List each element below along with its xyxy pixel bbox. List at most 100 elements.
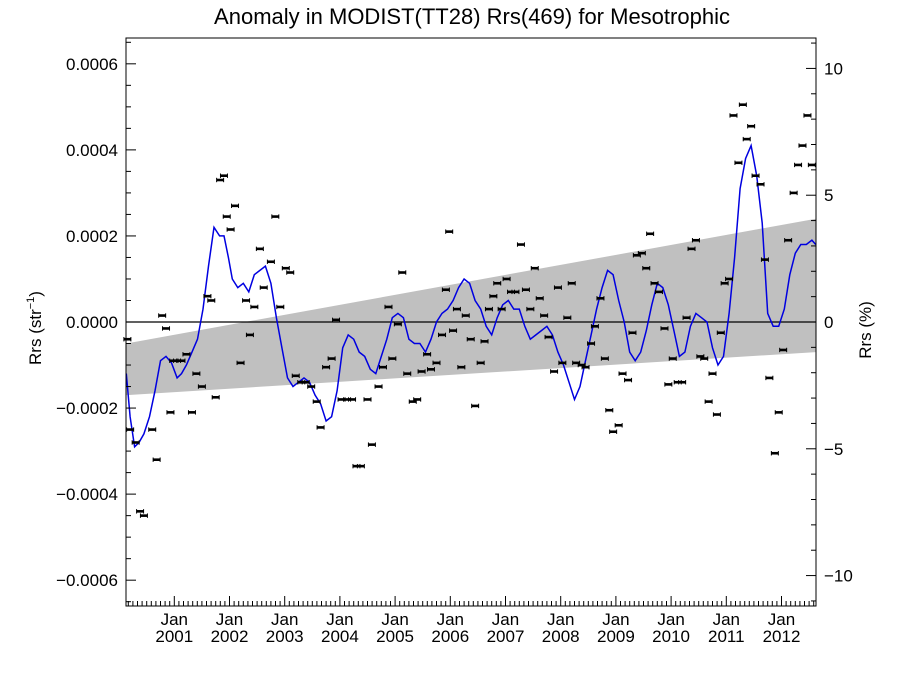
monthly-point-mark (207, 299, 215, 302)
monthly-point (438, 332, 447, 338)
y-right-tick-label: 0 (824, 313, 833, 332)
monthly-point-mark (669, 357, 677, 360)
monthly-point-mark (717, 331, 725, 335)
monthly-point (618, 371, 627, 376)
y-tick-label: 0.0006 (66, 55, 118, 74)
monthly-point-mark (250, 305, 258, 309)
monthly-point (152, 457, 161, 462)
monthly-point-mark (423, 352, 431, 356)
monthly-point-mark (646, 232, 654, 236)
monthly-point-mark (231, 204, 239, 208)
monthly-point-mark (445, 230, 453, 233)
monthly-point-mark (713, 413, 721, 416)
monthly-point (756, 182, 765, 187)
monthly-point-mark (628, 331, 636, 335)
monthly-point (516, 242, 525, 247)
monthly-point-mark (177, 359, 185, 363)
monthly-point (203, 293, 212, 299)
monthly-point-mark (433, 361, 440, 365)
monthly-point-mark (317, 426, 325, 429)
monthly-point (526, 306, 535, 312)
monthly-point-mark (688, 247, 696, 251)
y-axis-label-exponent: −1 (25, 297, 37, 310)
monthly-point (417, 369, 426, 374)
monthly-point-mark (267, 260, 275, 264)
monthly-point (245, 332, 254, 338)
x-tick-label-month: Jan (492, 610, 519, 629)
monthly-point-mark (775, 411, 783, 414)
monthly-point-mark (563, 316, 571, 319)
monthly-point (445, 229, 454, 234)
monthly-point-mark (438, 333, 446, 337)
y-right-tick-label: −5 (824, 440, 843, 459)
x-tick-label-year: 2011 (708, 627, 745, 646)
x-tick-label-month: Jan (602, 610, 629, 629)
monthly-point (432, 360, 441, 366)
monthly-point-mark (242, 299, 250, 302)
monthly-point (457, 364, 466, 370)
monthly-point (356, 463, 365, 469)
monthly-point (236, 360, 245, 366)
monthly-point (286, 270, 295, 275)
monthly-point-mark (188, 411, 196, 414)
x-tick-label-year: 2003 (266, 627, 304, 646)
monthly-point-mark (271, 215, 279, 218)
monthly-point (484, 306, 493, 312)
monthly-point (530, 266, 539, 271)
confidence-band (126, 218, 816, 396)
monthly-point (700, 356, 709, 361)
monthly-point (497, 306, 506, 312)
monthly-point-mark (517, 243, 525, 246)
monthly-point (803, 113, 812, 118)
monthly-point (720, 281, 729, 286)
monthly-point (682, 315, 691, 320)
monthly-point-mark (322, 365, 330, 369)
monthly-point (550, 369, 559, 374)
x-tick-label-month: Jan (326, 610, 353, 629)
monthly-point (162, 326, 171, 331)
monthly-point-mark (148, 428, 156, 431)
monthly-point-mark (531, 266, 539, 270)
monthly-point (563, 315, 572, 320)
monthly-point-mark (642, 266, 650, 270)
monthly-point-mark (223, 215, 231, 218)
monthly-point-mark (721, 281, 729, 285)
monthly-point (374, 384, 383, 389)
monthly-point-mark (752, 174, 760, 177)
monthly-point-mark (638, 251, 646, 255)
monthly-point (348, 397, 357, 402)
monthly-point-mark (558, 361, 566, 365)
monthly-point (590, 324, 599, 329)
monthly-point (765, 375, 774, 381)
monthly-point (327, 356, 336, 361)
monthly-point (403, 371, 412, 376)
monthly-point (553, 285, 562, 290)
y-axis-label-close: ) (26, 291, 45, 297)
monthly-point-mark (624, 378, 632, 382)
monthly-point-mark (605, 408, 613, 412)
monthly-point (207, 298, 216, 303)
monthly-point (540, 313, 549, 318)
y-axis-label-right-text: Rrs (%) (856, 301, 875, 359)
monthly-point-mark (403, 372, 411, 375)
monthly-point (738, 102, 747, 107)
monthly-point (426, 367, 435, 372)
monthly-point (266, 259, 275, 264)
y-tick-label: 0.0004 (66, 141, 118, 160)
plot-area: 0.0006 0.0004 0.0002 0.0000 −0.0002 −0.0004 −0… (56, 37, 853, 646)
monthly-point-mark (747, 124, 755, 128)
monthly-point (259, 285, 268, 290)
monthly-point-mark (779, 348, 787, 352)
monthly-point-mark (348, 398, 356, 401)
monthly-point (211, 395, 220, 400)
monthly-point (316, 425, 325, 430)
monthly-point (600, 356, 609, 361)
monthly-point (476, 360, 485, 366)
monthly-point-mark (203, 294, 211, 298)
monthly-point-mark (158, 314, 166, 317)
x-tick-label-year: 2004 (321, 627, 359, 646)
monthly-point (452, 306, 461, 312)
monthly-point-mark (526, 307, 534, 311)
monthly-point (363, 397, 372, 402)
